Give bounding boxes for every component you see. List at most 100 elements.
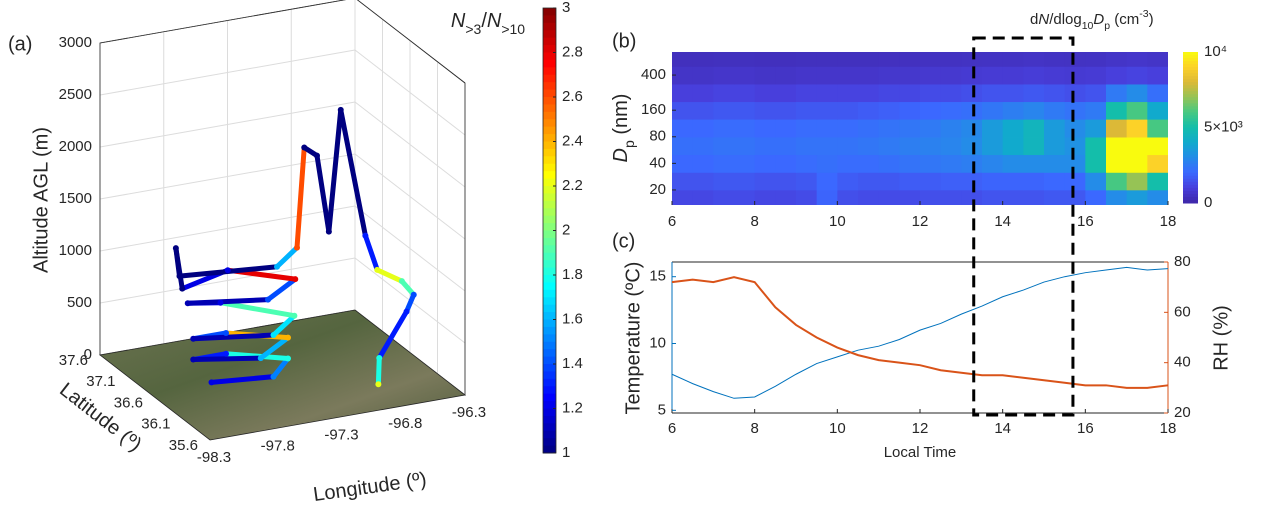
heatmap-cell bbox=[1002, 172, 1024, 191]
heatmap-cell bbox=[754, 52, 776, 67]
heatmap-cell bbox=[713, 154, 735, 173]
colorbar-segment bbox=[543, 445, 556, 454]
colorbar-segment bbox=[1183, 112, 1198, 116]
text-part: d bbox=[1030, 11, 1038, 28]
heatmap-cell bbox=[1044, 172, 1066, 191]
heatmap-cell bbox=[878, 189, 900, 205]
heatmap-cell bbox=[796, 137, 818, 156]
colorbar-segment bbox=[543, 378, 556, 387]
heatmap-cell bbox=[1085, 84, 1107, 103]
colorbar-segment bbox=[1183, 181, 1198, 186]
colorbar-segment bbox=[543, 237, 556, 246]
text-part: ) bbox=[1149, 11, 1154, 28]
heatmap-cell bbox=[940, 172, 962, 191]
heatmap-cell bbox=[754, 154, 776, 173]
trajectory-segment bbox=[218, 300, 297, 319]
x-tick-label: -96.8 bbox=[388, 415, 422, 432]
y2-tick-label: 40 bbox=[1174, 354, 1191, 371]
heatmap-cell bbox=[754, 172, 776, 191]
trajectory-point bbox=[325, 228, 332, 235]
colorbar-segment bbox=[1183, 172, 1198, 177]
heatmap-cell bbox=[1147, 84, 1168, 103]
grid-line bbox=[99, 49, 356, 96]
heatmap-cell bbox=[858, 101, 880, 120]
heatmap-cell bbox=[1023, 66, 1045, 85]
heatmap-cell bbox=[775, 137, 797, 156]
trajectory-segment bbox=[294, 145, 307, 251]
colorbar-segment bbox=[1183, 154, 1198, 159]
heatmap-cell bbox=[1002, 84, 1024, 103]
colorbar-segment bbox=[543, 126, 556, 135]
heatmap-cell bbox=[796, 52, 818, 67]
heatmap-cell bbox=[754, 101, 776, 120]
x-axis-label: Local Time bbox=[884, 444, 957, 461]
colorbar-tick-label: 0 bbox=[1204, 194, 1212, 211]
text-part: D bbox=[610, 148, 632, 162]
heatmap-cell bbox=[734, 154, 756, 173]
heatmap-cells bbox=[672, 52, 1168, 205]
colorbar-segment bbox=[543, 252, 556, 261]
trajectory-point bbox=[375, 381, 382, 388]
heatmap-cell bbox=[1106, 84, 1128, 103]
heatmap-cell bbox=[775, 101, 797, 120]
heatmap-cell bbox=[940, 52, 962, 67]
heatmap-cell bbox=[796, 172, 818, 191]
colorbar-segment bbox=[1183, 133, 1198, 138]
colorbar-segment bbox=[1183, 121, 1198, 125]
heatmap-cell bbox=[775, 119, 797, 138]
colorbar-segment bbox=[543, 200, 556, 209]
heatmap-cell bbox=[1126, 137, 1148, 156]
panel-label: (c) bbox=[612, 230, 635, 252]
heatmap-cell bbox=[858, 84, 880, 103]
trajectory-segment bbox=[190, 332, 276, 342]
text-part: >3 bbox=[465, 21, 481, 37]
heatmap-cell bbox=[920, 154, 942, 173]
heatmap-cell bbox=[1064, 137, 1086, 156]
y-tick-label: 10 bbox=[649, 334, 666, 351]
trajectory-segment bbox=[274, 245, 300, 270]
colorbar-segment bbox=[543, 341, 556, 350]
colorbar-segment bbox=[543, 52, 556, 61]
heatmap-cell bbox=[899, 66, 921, 85]
heatmap-cell bbox=[1147, 189, 1168, 205]
y-tick-label: 80 bbox=[649, 128, 666, 145]
colorbar-segment bbox=[543, 223, 556, 231]
heatmap-cell bbox=[1064, 101, 1086, 120]
x-tick-label: 8 bbox=[750, 213, 758, 230]
series-line bbox=[671, 276, 1169, 389]
colorbar-segment bbox=[543, 37, 556, 46]
colorbar-segment bbox=[543, 171, 556, 180]
heatmap-cell bbox=[961, 101, 983, 120]
heatmap-cell bbox=[672, 137, 694, 156]
heatmap-cell bbox=[940, 66, 962, 85]
heatmap-cell bbox=[1064, 119, 1086, 138]
colorbar-segment bbox=[1183, 55, 1198, 59]
panel-label: (b) bbox=[612, 30, 636, 52]
heatmap-cell bbox=[816, 101, 838, 120]
heatmap-cell bbox=[1044, 119, 1066, 138]
text-part: N bbox=[1038, 11, 1049, 28]
colorbar-segment bbox=[543, 326, 556, 335]
heatmap-cell bbox=[961, 66, 983, 85]
trajectory-point bbox=[190, 335, 197, 342]
heatmap-cell bbox=[692, 52, 714, 67]
heatmap-cell bbox=[713, 52, 735, 67]
heatmap-cell bbox=[796, 154, 818, 173]
heatmap-cell bbox=[713, 84, 735, 103]
colorbar-segment bbox=[543, 8, 556, 16]
heatmap-cell bbox=[837, 172, 859, 191]
x-tick-label: 12 bbox=[912, 213, 929, 230]
heatmap-cell bbox=[1023, 154, 1045, 173]
heatmap-cell bbox=[713, 66, 735, 85]
heatmap-cell bbox=[1147, 172, 1168, 191]
trajectory-point bbox=[398, 278, 405, 285]
satellite-floor bbox=[99, 309, 466, 441]
x-tick-label: -97.8 bbox=[261, 438, 295, 455]
heatmap-cell bbox=[816, 154, 838, 173]
colorbar-segment bbox=[543, 349, 556, 358]
colorbar-segment bbox=[543, 141, 556, 150]
colorbar-segment bbox=[543, 163, 556, 172]
heatmap-cell bbox=[1044, 137, 1066, 156]
heatmap-cell bbox=[858, 52, 880, 67]
colorbar-segment bbox=[1183, 61, 1198, 65]
